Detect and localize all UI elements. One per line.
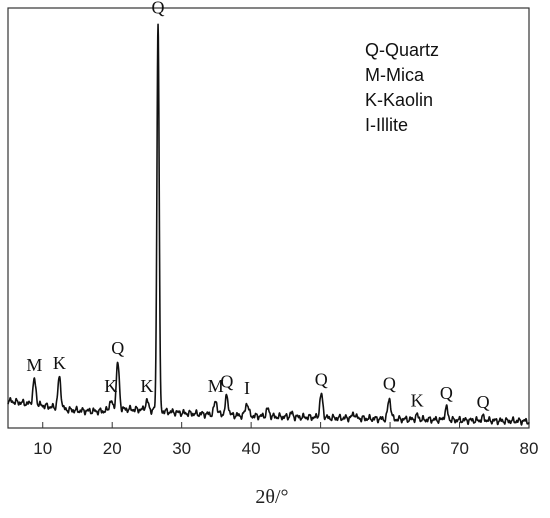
legend-entry: Q-Quartz: [365, 40, 439, 60]
peak-label-q: Q: [315, 370, 328, 390]
x-axis-label: 2θ/°: [255, 486, 288, 508]
peak-label-q: Q: [152, 0, 165, 18]
peak-label-i: I: [244, 378, 250, 398]
legend-entry: I-Illite: [365, 115, 408, 135]
x-tick-label: 50: [311, 439, 330, 458]
peak-label-q: Q: [477, 392, 490, 412]
legend-entry: K-Kaolin: [365, 90, 433, 110]
x-tick-label: 40: [242, 439, 261, 458]
peak-label-k: K: [53, 353, 66, 373]
x-tick-label: 10: [33, 439, 52, 458]
peak-label-q: Q: [440, 383, 453, 403]
peak-label-k: K: [411, 390, 424, 410]
peak-label-q: Q: [111, 338, 124, 358]
x-tick-label: 30: [172, 439, 191, 458]
peak-label-k: K: [140, 376, 153, 396]
peak-label-q: Q: [383, 374, 396, 394]
x-tick-label: 20: [103, 439, 122, 458]
x-tick-label: 60: [381, 439, 400, 458]
legend: Q-Quartz M-Mica K-Kaolin I-Illite: [365, 40, 439, 135]
peak-label-m: M: [26, 355, 42, 375]
x-axis: 10 20 30 40 50 60 70 80: [33, 422, 538, 458]
peak-label-q: Q: [220, 372, 233, 392]
x-tick-label: 80: [520, 439, 539, 458]
peak-label-k: K: [104, 376, 117, 396]
peak-label-m: M: [208, 376, 224, 396]
legend-entry: M-Mica: [365, 65, 425, 85]
plot-frame: [7, 7, 530, 429]
x-tick-label: 70: [450, 439, 469, 458]
xrd-pattern-line: [7, 23, 530, 426]
